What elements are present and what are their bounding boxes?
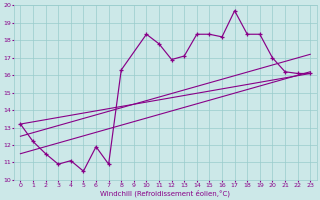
X-axis label: Windchill (Refroidissement éolien,°C): Windchill (Refroidissement éolien,°C) xyxy=(100,189,230,197)
